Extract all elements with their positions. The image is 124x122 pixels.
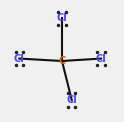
Text: C: C: [58, 56, 66, 66]
Text: Cl: Cl: [66, 95, 77, 105]
Text: Cl: Cl: [96, 54, 106, 64]
Text: Cl: Cl: [57, 13, 67, 23]
Text: Cl: Cl: [14, 54, 25, 64]
